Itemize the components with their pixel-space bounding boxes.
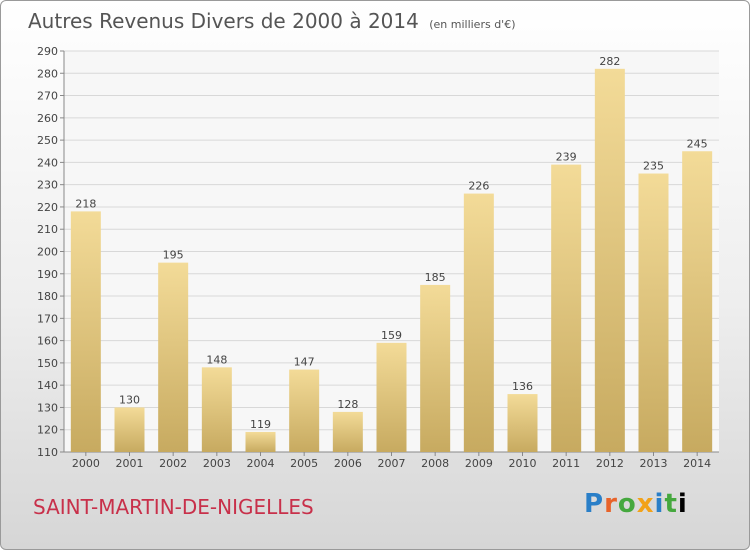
y-tick-label: 170 xyxy=(37,312,58,325)
data-label: 147 xyxy=(294,356,315,369)
y-tick-label: 250 xyxy=(37,134,58,147)
data-label: 119 xyxy=(250,418,271,431)
bar xyxy=(551,164,582,452)
bar xyxy=(158,262,189,452)
data-label: 136 xyxy=(512,380,533,393)
data-label: 245 xyxy=(687,137,708,150)
data-label: 159 xyxy=(381,329,402,342)
x-tick-label: 2005 xyxy=(290,457,318,470)
x-tick-label: 2011 xyxy=(552,457,580,470)
y-tick-label: 270 xyxy=(37,90,58,103)
proxiti-logo[interactable]: Proxiti xyxy=(584,489,688,519)
y-tick-label: 280 xyxy=(37,67,58,80)
x-tick-label: 2012 xyxy=(596,457,624,470)
data-label: 130 xyxy=(119,393,140,406)
x-tick-label: 2014 xyxy=(683,457,711,470)
y-tick-label: 260 xyxy=(37,112,58,125)
bar xyxy=(114,407,145,452)
data-label: 235 xyxy=(643,160,664,173)
data-label: 195 xyxy=(163,249,184,262)
x-tick-label: 2004 xyxy=(247,457,275,470)
y-tick-label: 110 xyxy=(37,446,58,459)
bar xyxy=(245,431,276,452)
bar xyxy=(682,151,713,452)
y-tick-label: 130 xyxy=(37,401,58,414)
data-label: 218 xyxy=(75,197,96,210)
bar xyxy=(201,367,232,452)
bar xyxy=(463,193,494,453)
bar xyxy=(594,68,625,453)
y-tick-label: 190 xyxy=(37,268,58,281)
commune-name: SAINT-MARTIN-DE-NIGELLES xyxy=(33,495,314,519)
data-label: 185 xyxy=(425,271,446,284)
y-tick-label: 220 xyxy=(37,201,58,214)
y-tick-label: 160 xyxy=(37,335,58,348)
y-tick-label: 140 xyxy=(37,379,58,392)
bar xyxy=(376,342,407,452)
y-tick-label: 120 xyxy=(37,424,58,437)
data-label: 148 xyxy=(206,353,227,366)
bar xyxy=(420,284,451,452)
data-label: 282 xyxy=(599,55,620,68)
data-label: 239 xyxy=(556,151,577,164)
data-label: 128 xyxy=(337,398,358,411)
y-tick-label: 150 xyxy=(37,357,58,370)
x-tick-label: 2002 xyxy=(159,457,187,470)
bar xyxy=(70,211,101,452)
x-tick-label: 2000 xyxy=(72,457,100,470)
y-tick-label: 200 xyxy=(37,246,58,259)
y-tick-label: 210 xyxy=(37,223,58,236)
bar xyxy=(638,173,669,452)
chart-title: Autres Revenus Divers de 2000 à 2014 xyxy=(28,9,419,33)
chart-title-block: Autres Revenus Divers de 2000 à 2014 (en… xyxy=(28,9,516,33)
x-tick-label: 2010 xyxy=(509,457,537,470)
x-tick-label: 2013 xyxy=(640,457,668,470)
x-tick-label: 2003 xyxy=(203,457,231,470)
chart-subtitle: (en milliers d'€) xyxy=(429,18,516,31)
x-tick-label: 2009 xyxy=(465,457,493,470)
x-tick-label: 2001 xyxy=(116,457,144,470)
x-tick-label: 2007 xyxy=(378,457,406,470)
y-tick-label: 180 xyxy=(37,290,58,303)
bar xyxy=(332,411,363,452)
bar xyxy=(289,369,320,452)
x-tick-label: 2006 xyxy=(334,457,362,470)
x-tick-label: 2008 xyxy=(421,457,449,470)
y-tick-label: 230 xyxy=(37,179,58,192)
data-label: 226 xyxy=(468,180,489,193)
bar xyxy=(507,394,538,452)
y-tick-label: 290 xyxy=(37,45,58,58)
y-tick-label: 240 xyxy=(37,156,58,169)
